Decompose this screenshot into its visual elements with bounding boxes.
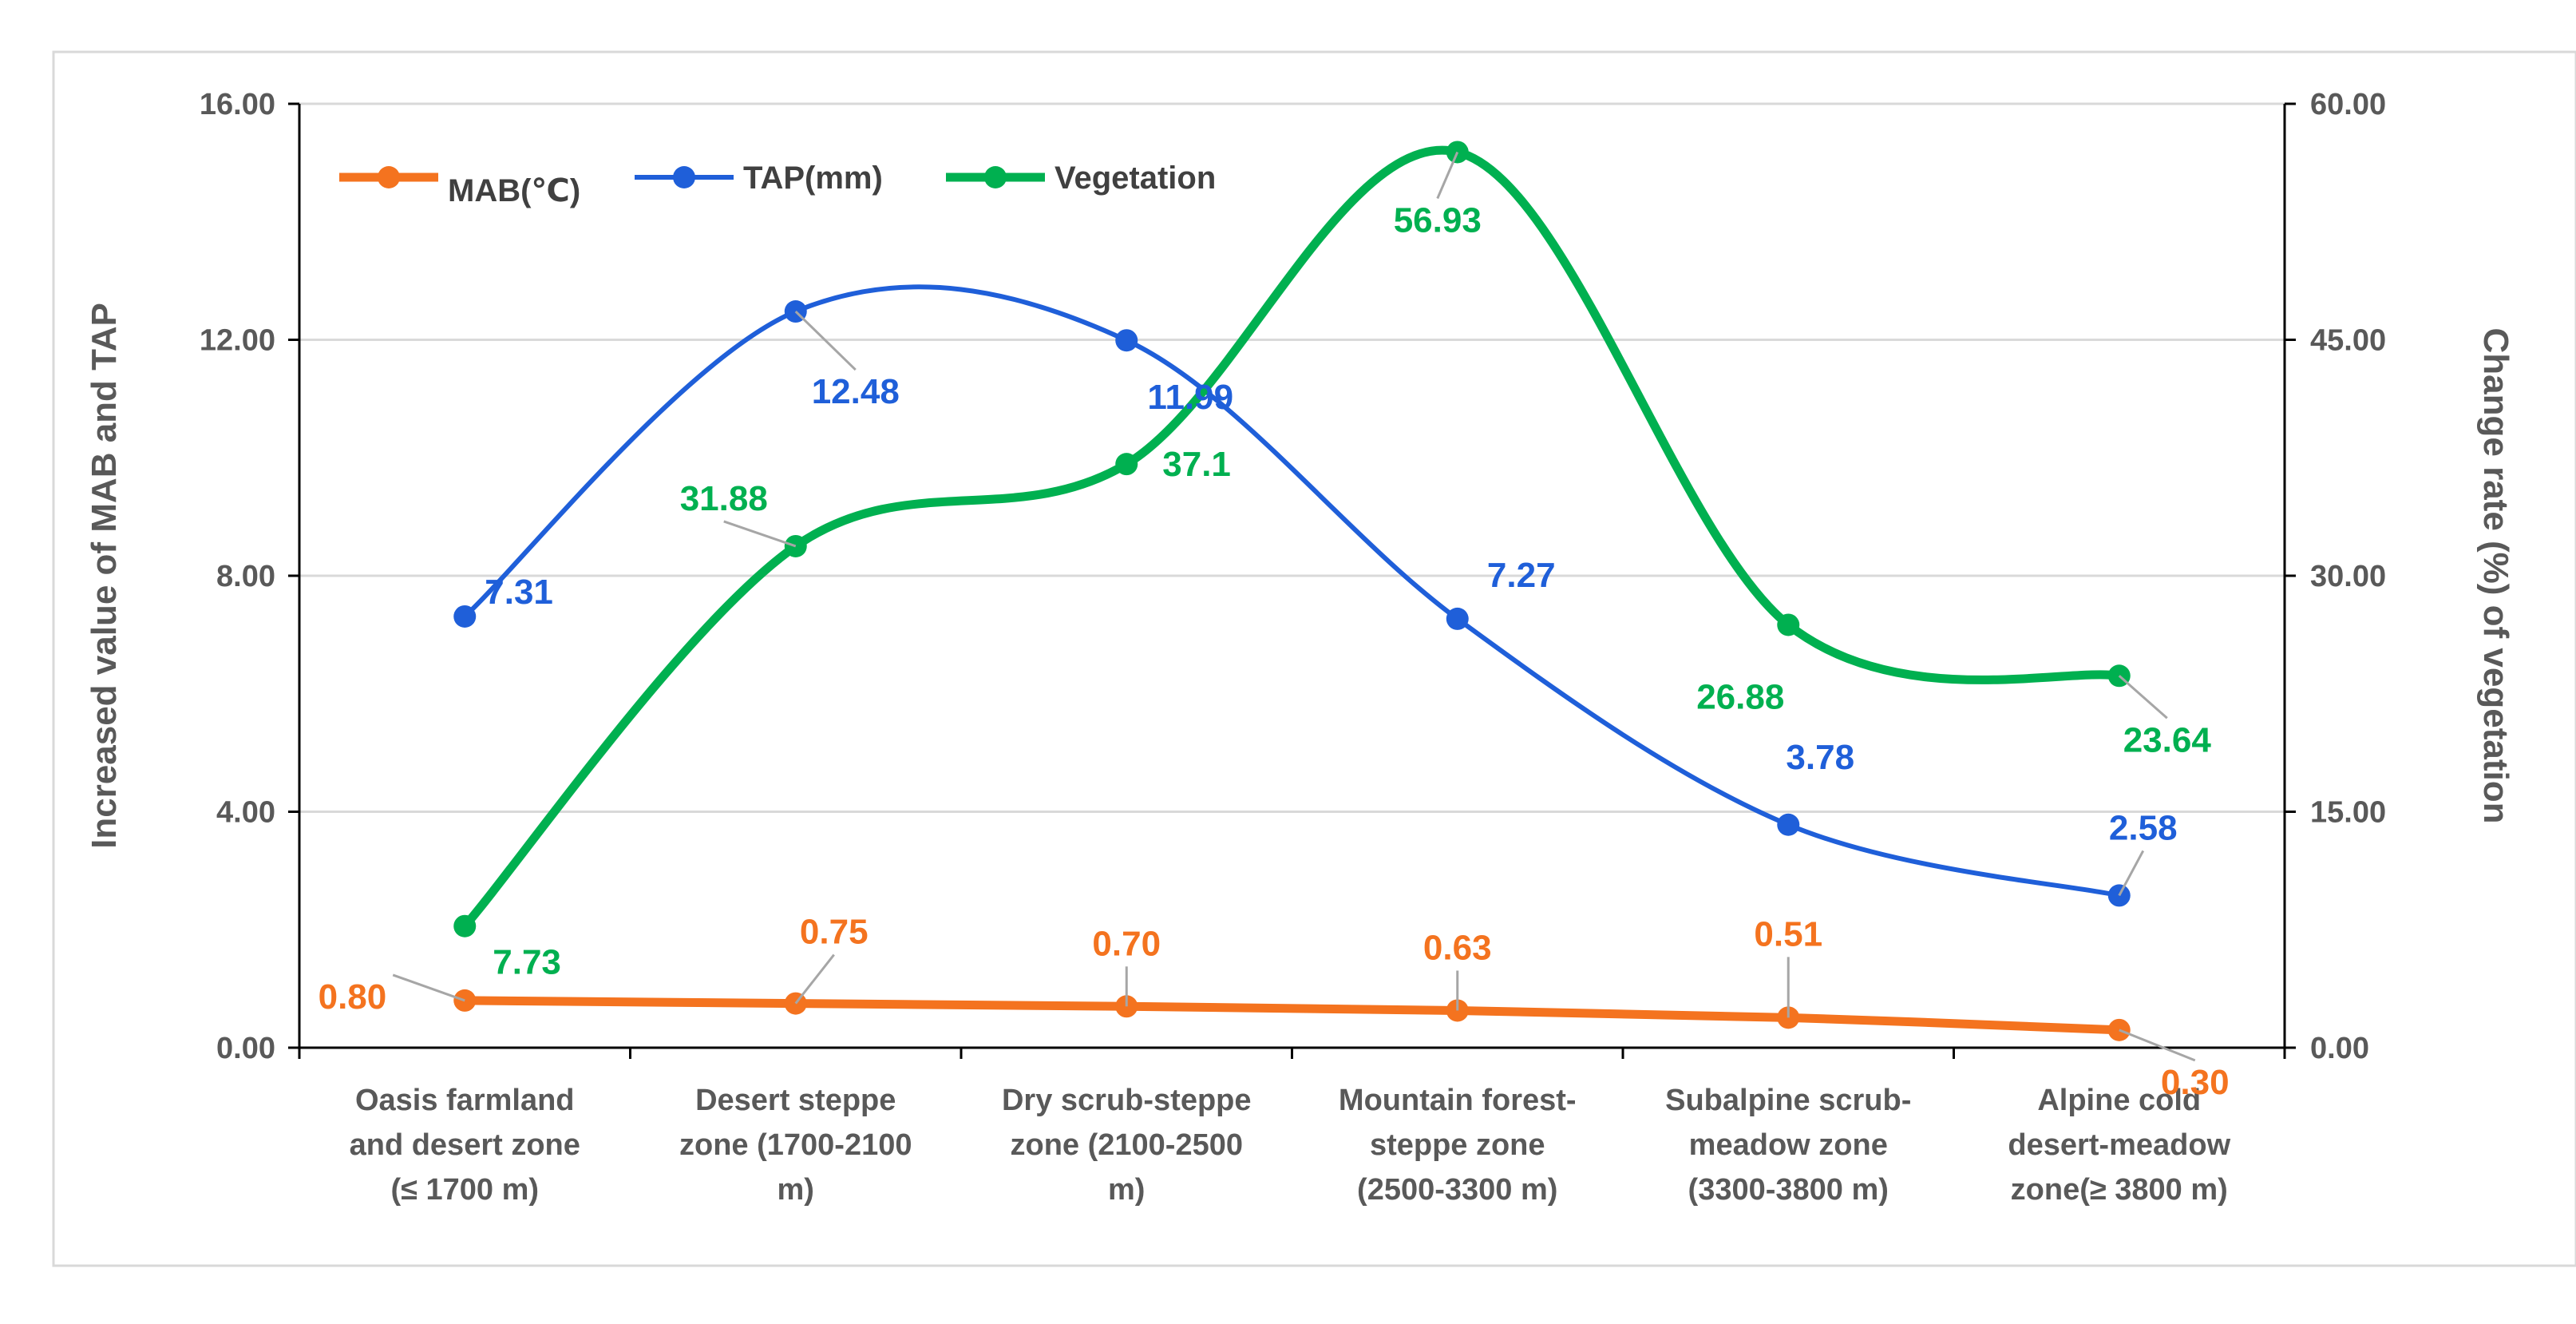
vegetation-point-4 xyxy=(1777,613,1800,636)
legend-label-vegetation: Vegetation xyxy=(1055,161,1216,196)
left-tick-label-3: 12.00 xyxy=(200,324,275,358)
gridlines xyxy=(299,102,2285,813)
vegetation-point-2 xyxy=(1115,453,1138,476)
category-label-1-line-0: Desert steppe xyxy=(695,1084,896,1117)
mab-label-1: 0.75 xyxy=(800,913,869,952)
tap-label-4: 3.78 xyxy=(1786,738,1854,777)
vegetation-label-5: 23.64 xyxy=(2123,720,2212,759)
tap-point-3 xyxy=(1446,607,1469,630)
vegetation-point-0 xyxy=(453,914,477,938)
legend-swatch-marker-mab xyxy=(378,166,400,188)
legend-label-mab: MAB(℃) xyxy=(448,173,580,208)
tap-label-5: 2.58 xyxy=(2109,808,2178,847)
mab-leader-5 xyxy=(2119,1029,2196,1062)
mab-label-4: 0.51 xyxy=(1754,914,1822,953)
tap-point-0 xyxy=(453,605,477,628)
legend: MAB(℃) TAP(mm) Vegetation xyxy=(339,161,1216,208)
mab-label-0: 0.80 xyxy=(319,977,387,1017)
mab-leader-1 xyxy=(794,953,835,1005)
category-label-3-line-1: steppe zone xyxy=(1370,1128,1545,1162)
category-label-4-line-0: Subalpine scrub- xyxy=(1665,1084,1911,1117)
data-labels: 0.80 0.75 0.70 0.63 0.51 0.30 7.31 12.48 11.99 7.… xyxy=(319,151,2230,1102)
right-axis-ticks: 0.00 15.00 30.00 45.00 60.00 xyxy=(2310,88,2386,1065)
right-tick-label-3: 45.00 xyxy=(2310,324,2386,358)
tap-point-2 xyxy=(1115,329,1138,352)
axes xyxy=(288,102,2296,1059)
category-label-0-line-0: Oasis farmland xyxy=(355,1084,575,1117)
vegetation-label-2: 37.1 xyxy=(1162,445,1231,484)
series-group xyxy=(453,141,2131,1041)
tap-point-4 xyxy=(1777,813,1800,836)
vegetation-label-0: 7.73 xyxy=(493,943,561,982)
right-tick-label-4: 60.00 xyxy=(2310,88,2386,121)
vegetation-leader-3 xyxy=(1436,151,1459,200)
right-tick-label-1: 15.00 xyxy=(2310,796,2386,830)
left-tick-label-1: 4.00 xyxy=(216,796,275,830)
left-tick-label-0: 0.00 xyxy=(216,1032,275,1065)
category-label-5-line-1: desert-meadow xyxy=(2008,1128,2230,1162)
tap-label-3: 7.27 xyxy=(1487,556,1556,595)
category-label-5-line-0: Alpine cold xyxy=(2037,1084,2201,1117)
vegetation-label-1: 31.88 xyxy=(680,479,768,518)
category-label-3-line-2: (2500-3300 m) xyxy=(1357,1173,1557,1207)
mab-leader-0 xyxy=(392,973,465,1002)
tap-leader-5 xyxy=(2118,850,2145,897)
category-label-4-line-2: (3300-3800 m) xyxy=(1688,1173,1889,1207)
category-label-3-line-0: Mountain forest- xyxy=(1339,1084,1577,1117)
right-tick-label-2: 30.00 xyxy=(2310,560,2386,593)
mab-line xyxy=(460,996,2124,1035)
vegetation-leader-1 xyxy=(723,520,797,548)
left-axis-title: Increased value of MAB and TAP xyxy=(85,303,124,849)
left-axis-ticks: 0.00 4.00 8.00 12.00 16.00 xyxy=(200,88,275,1065)
vegetation-label-3: 56.93 xyxy=(1394,200,1482,240)
category-label-2-line-1: zone (2100-2500 xyxy=(1011,1128,1244,1162)
legend-swatch-marker-vegetation xyxy=(984,166,1007,188)
tap-label-1: 12.48 xyxy=(812,372,900,411)
category-label-4-line-1: meadow zone xyxy=(1689,1128,1888,1162)
category-label-0-line-1: and desert zone xyxy=(350,1128,580,1162)
left-tick-label-2: 8.00 xyxy=(216,560,275,593)
left-tick-label-4: 16.00 xyxy=(200,88,275,121)
category-label-0-line-2: (≤ 1700 m) xyxy=(390,1173,539,1207)
vegetation-label-4: 26.88 xyxy=(1696,677,1784,716)
category-label-1-line-2: m) xyxy=(778,1173,814,1207)
category-label-5-line-2: zone(≥ 3800 m) xyxy=(2011,1173,2228,1207)
right-tick-label-0: 0.00 xyxy=(2310,1032,2369,1065)
mab-label-5: 0.30 xyxy=(2161,1063,2230,1102)
category-label-2-line-0: Dry scrub-steppe xyxy=(1002,1084,1252,1117)
mab-label-2: 0.70 xyxy=(1092,924,1161,963)
category-labels: Oasis farmland and desert zone (≤ 1700 m) D… xyxy=(350,1084,2231,1207)
tap-label-2: 11.99 xyxy=(1147,378,1233,417)
category-label-1-line-1: zone (1700-2100 xyxy=(679,1128,912,1162)
category-label-2-line-2: m) xyxy=(1108,1173,1145,1207)
right-axis-title: Change rate (%) of vegetation xyxy=(2476,328,2515,824)
vegetation-leader-5 xyxy=(2118,675,2168,719)
tap-leader-1 xyxy=(794,310,857,371)
chart-frame xyxy=(52,50,2576,1267)
legend-swatch-marker-tap xyxy=(673,166,695,188)
tap-label-0: 7.31 xyxy=(485,573,553,612)
legend-label-tap: TAP(mm) xyxy=(743,161,883,196)
mab-label-3: 0.63 xyxy=(1423,928,1492,967)
tap-line xyxy=(462,284,2122,898)
